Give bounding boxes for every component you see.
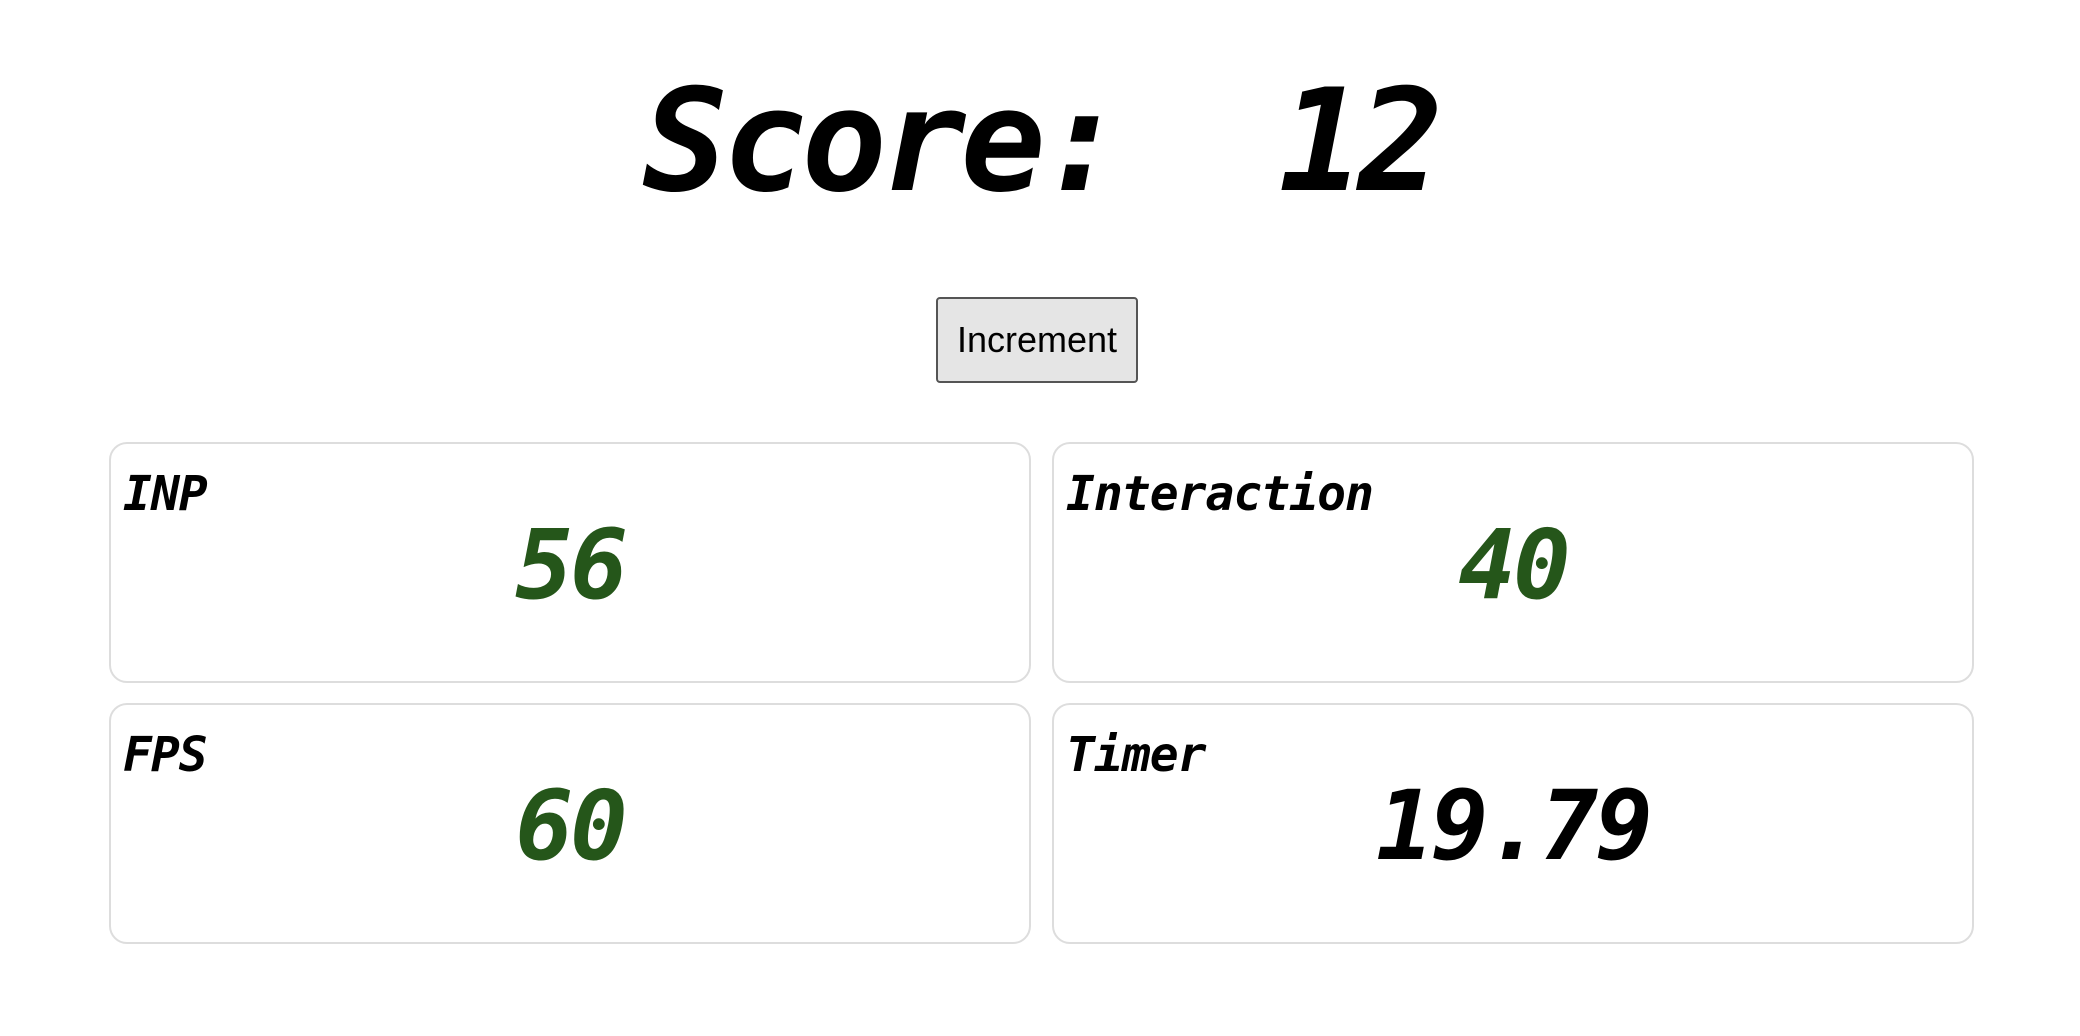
score-value: 12: [1278, 59, 1443, 224]
score-heading: Score: 12: [0, 62, 2080, 222]
metric-label: Timer: [1066, 727, 1206, 783]
metric-card-fps: FPS 60: [109, 703, 1031, 944]
metric-value: 40: [1458, 509, 1571, 621]
metric-card-inp: INP 56: [109, 442, 1031, 683]
metric-label: INP: [123, 466, 208, 522]
score-label: Score:: [642, 59, 1126, 224]
metric-value: 56: [515, 509, 628, 621]
increment-button[interactable]: Increment: [936, 297, 1138, 383]
metric-label: FPS: [123, 727, 208, 783]
metric-value: 60: [515, 770, 628, 882]
metric-value: 19.79: [1376, 770, 1653, 882]
metric-card-timer: Timer 19.79: [1052, 703, 1974, 944]
metric-label: Interaction: [1066, 466, 1374, 522]
metric-card-interaction: Interaction 40: [1052, 442, 1974, 683]
